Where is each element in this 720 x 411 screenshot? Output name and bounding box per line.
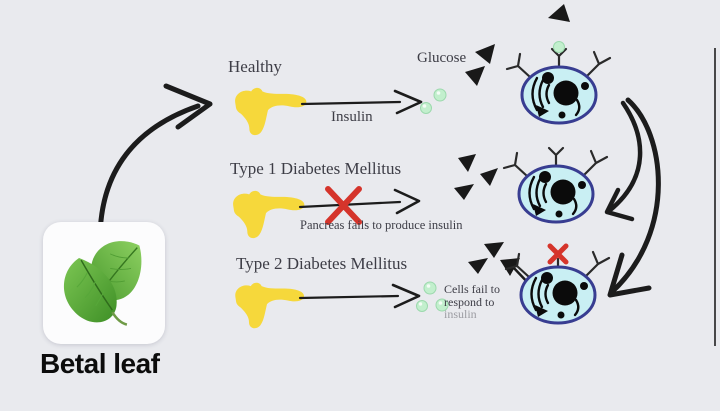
betal-leaf-image xyxy=(63,241,142,326)
cell-type2 xyxy=(504,243,611,325)
right-border-line xyxy=(714,48,716,346)
curved-arrows-right xyxy=(604,97,661,298)
type2-row-label: Type 2 Diabetes Mellitus xyxy=(236,254,408,273)
glucose-triangle-top xyxy=(548,4,570,22)
type1-row-label: Type 1 Diabetes Mellitus xyxy=(230,159,402,178)
betal-leaf-card[interactable] xyxy=(43,222,165,344)
cell-type1 xyxy=(502,146,609,224)
type2-caption-line2: respond to xyxy=(444,294,495,309)
blocked-insulin-arrow-type1 xyxy=(298,186,421,225)
glucose-label: Glucose xyxy=(417,50,467,66)
type2-caption: Cells fail to respond to insulin xyxy=(444,283,524,318)
insulin-arrow xyxy=(300,89,423,115)
type2-caption-line3: insulin xyxy=(444,307,477,318)
insulin-arrow-label: Insulin xyxy=(331,109,373,125)
cell-healthy xyxy=(505,41,612,125)
glucose-triangles-type1 xyxy=(454,154,498,200)
pancreas-type1-icon xyxy=(233,190,305,239)
fail-cross-icon xyxy=(325,186,362,225)
insulin-dots-type2 xyxy=(416,281,449,312)
bound-insulin-dot xyxy=(553,41,565,53)
type1-caption: Pancreas fails to produce insulin xyxy=(300,218,463,232)
insulin-dots-healthy xyxy=(420,88,447,114)
healthy-row-label: Healthy xyxy=(228,57,282,76)
pancreas-type2-icon xyxy=(235,282,304,329)
glucose-triangles-healthy xyxy=(465,44,495,86)
type2-caption-line1: Cells fail to xyxy=(444,283,500,296)
insulin-arrow-type2 xyxy=(298,283,421,309)
fail-cross-receptor-icon xyxy=(547,243,569,265)
pancreas-healthy-icon xyxy=(235,87,307,136)
betal-leaf-label: Betal leaf xyxy=(40,348,160,379)
curved-arrow-leaf-to-healthy xyxy=(97,83,213,243)
